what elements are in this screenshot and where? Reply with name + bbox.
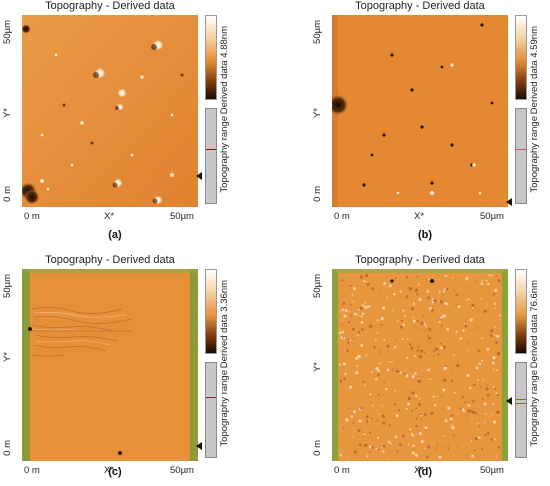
- y-axis-top-label: 50µm: [312, 274, 323, 298]
- panel-title: Topography - Derived data: [45, 0, 175, 12]
- range-label: Topography range: [529, 370, 540, 447]
- y-axis-top-label: 50µm: [312, 20, 323, 44]
- x-axis-right-label: 50µm: [480, 211, 504, 222]
- panel-caption: (c): [108, 466, 122, 478]
- colorbar-label: Derived data 4.88nm: [219, 26, 230, 115]
- range-label: Topography range: [219, 116, 230, 193]
- range-indicator: [516, 399, 526, 400]
- topography-image: [22, 269, 198, 461]
- x-axis-label: X*: [414, 211, 425, 222]
- y-axis-top-label: 50µm: [2, 274, 13, 298]
- range-bar: [205, 108, 217, 204]
- panel-title: Topography - Derived data: [355, 0, 485, 12]
- x-axis-right-label: 50µm: [480, 465, 504, 476]
- y-axis-bottom-label: 0 m: [312, 440, 323, 456]
- y-axis-label: Y*: [2, 108, 13, 119]
- range-label: Topography range: [529, 116, 540, 193]
- range-bar: [515, 362, 527, 458]
- x-axis-label: X*: [414, 465, 425, 476]
- topography-image: [22, 15, 198, 207]
- panel-d: Topography - Derived data 50µm Y* 0 m 0 …: [310, 254, 540, 484]
- x-axis-label: X*: [104, 465, 115, 476]
- range-indicator: [206, 149, 216, 150]
- x-axis-label: X*: [104, 211, 115, 222]
- range-indicator-secondary: [516, 403, 526, 404]
- y-axis-bottom-label: 0 m: [2, 186, 13, 202]
- x-axis-left-label: 0 m: [334, 465, 350, 476]
- colorbar: [515, 15, 527, 100]
- panel-c: Topography - Derived data: [0, 254, 230, 484]
- y-axis-bottom-label: 0 m: [2, 440, 13, 456]
- colorbar: [205, 269, 217, 354]
- range-bar: [515, 108, 527, 204]
- x-axis-left-label: 0 m: [24, 465, 40, 476]
- panel-caption: (b): [417, 229, 433, 241]
- panel-title: Topography - Derived data: [45, 254, 175, 266]
- colorbar-label: Derived data 76.6nm: [529, 280, 540, 369]
- y-axis-label: Y*: [2, 352, 13, 363]
- y-axis-top-label: 50µm: [2, 20, 13, 44]
- y-axis-label: Y*: [312, 108, 323, 119]
- y-axis-bottom-label: 0 m: [312, 186, 323, 202]
- range-indicator: [206, 397, 216, 398]
- topography-image: [332, 269, 508, 461]
- panel-a: Topography - Derived data: [0, 0, 230, 241]
- y-axis-label: Y*: [312, 362, 323, 373]
- x-axis-right-label: 50µm: [170, 211, 194, 222]
- topography-image: [332, 15, 508, 207]
- x-axis-left-label: 0 m: [334, 211, 350, 222]
- colorbar: [205, 15, 217, 100]
- range-marker-icon: [196, 442, 202, 450]
- colorbar-label: Derived data 4.59nm: [529, 26, 540, 115]
- panel-b: Topography - Derived data: [310, 0, 540, 241]
- x-axis-left-label: 0 m: [24, 211, 40, 222]
- colorbar: [515, 269, 527, 354]
- panel-caption: (d): [417, 466, 433, 478]
- range-marker-icon: [506, 198, 512, 206]
- panel-caption: (a): [108, 229, 122, 241]
- x-axis-right-label: 50µm: [170, 465, 194, 476]
- colorbar-label: Derived data 3.36nm: [219, 280, 230, 369]
- panel-title: Topography - Derived data: [355, 254, 485, 266]
- range-label: Topography range: [219, 370, 230, 447]
- range-marker-icon: [196, 172, 202, 180]
- range-indicator: [516, 149, 526, 150]
- range-marker-icon: [506, 397, 512, 405]
- range-bar: [205, 362, 217, 458]
